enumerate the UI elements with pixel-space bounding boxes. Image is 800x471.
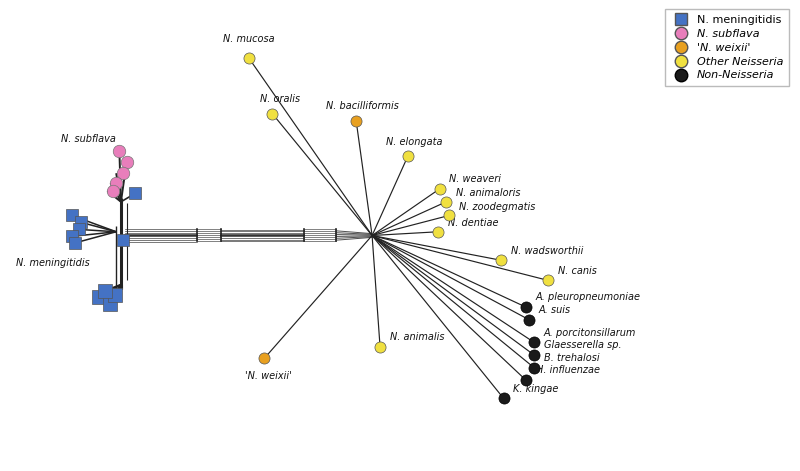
- Text: A. porcitonsillarum: A. porcitonsillarum: [543, 327, 636, 338]
- Text: N. wadsworthii: N. wadsworthii: [511, 246, 583, 256]
- Text: 'N. weixii': 'N. weixii': [245, 371, 292, 381]
- Text: B. trehalosi: B. trehalosi: [543, 353, 599, 363]
- Text: N. dentiae: N. dentiae: [448, 218, 498, 228]
- Text: N. animalis: N. animalis: [390, 332, 444, 342]
- Text: N. canis: N. canis: [558, 266, 597, 276]
- Text: A. pleuropneumoniae: A. pleuropneumoniae: [535, 292, 641, 302]
- Text: N. subflava: N. subflava: [61, 134, 116, 144]
- Text: N. elongata: N. elongata: [386, 137, 442, 146]
- Text: A. suis: A. suis: [538, 305, 571, 315]
- Text: K. kingae: K. kingae: [514, 384, 558, 394]
- Text: Glaesserella sp.: Glaesserella sp.: [543, 340, 621, 350]
- Text: N. mucosa: N. mucosa: [222, 33, 274, 43]
- Text: N. meningitidis: N. meningitidis: [16, 258, 90, 268]
- Text: N. oralis: N. oralis: [260, 94, 301, 105]
- Text: N. weaveri: N. weaveri: [450, 174, 502, 184]
- Text: N. zoodegmatis: N. zoodegmatis: [459, 202, 535, 211]
- Legend: N. meningitidis, N. subflava, 'N. weixii', Other Neisseria, Non-Neisseria: N. meningitidis, N. subflava, 'N. weixii…: [665, 9, 789, 86]
- Text: H. influenzae: H. influenzae: [535, 365, 599, 375]
- Text: N. bacilliformis: N. bacilliformis: [326, 101, 399, 112]
- Text: N. animaloris: N. animaloris: [456, 188, 520, 198]
